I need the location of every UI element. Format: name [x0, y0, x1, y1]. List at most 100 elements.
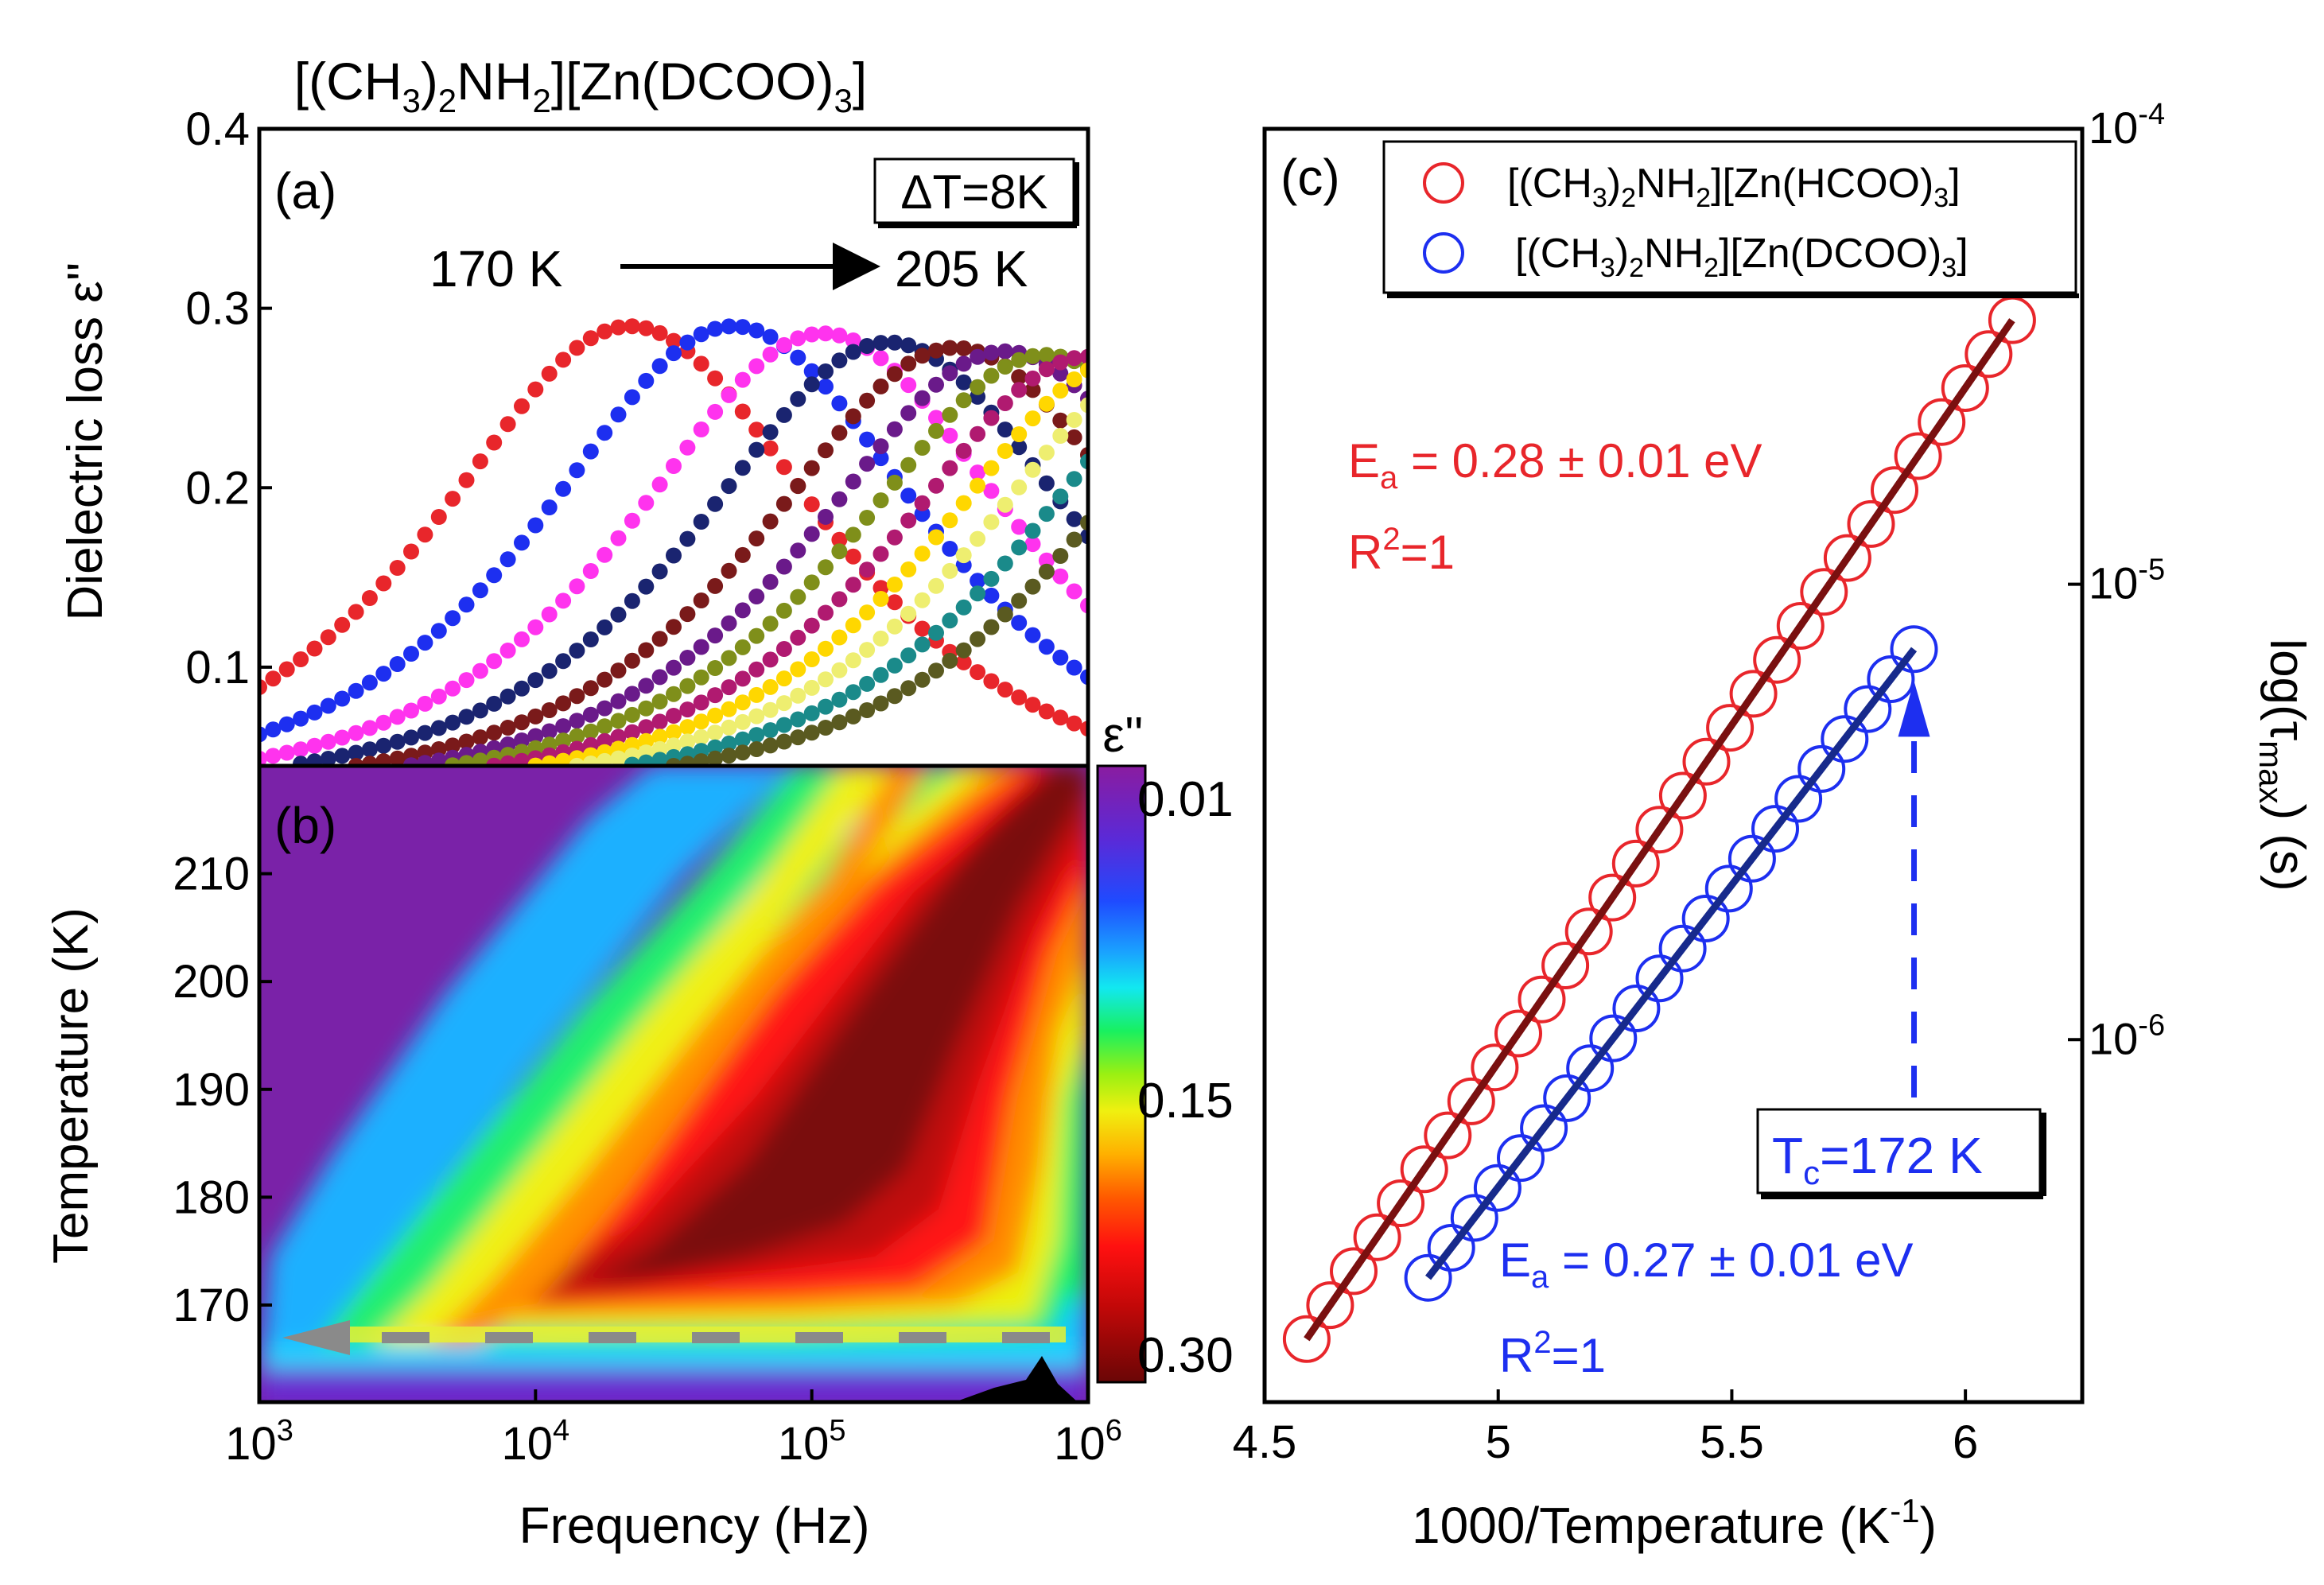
loss-point: [610, 713, 627, 729]
loss-point: [361, 720, 378, 736]
panel-c-x-tick-label: 5.5: [1700, 1416, 1764, 1468]
loss-point: [831, 591, 848, 608]
loss-point: [955, 642, 972, 658]
loss-point: [1066, 412, 1082, 428]
loss-point: [818, 671, 834, 688]
loss-point: [693, 639, 709, 655]
transition-arrow-head: [282, 1320, 350, 1355]
loss-point: [859, 642, 876, 658]
loss-point: [610, 606, 627, 623]
loss-point: [762, 573, 779, 590]
tau-point: [1867, 655, 1915, 703]
loss-point: [1052, 365, 1069, 382]
loss-point: [278, 744, 295, 761]
loss-point: [721, 478, 737, 495]
loss-point: [417, 695, 433, 712]
loss-point: [818, 604, 834, 621]
loss-point: [458, 672, 475, 689]
loss-point: [610, 530, 627, 546]
loss-point: [610, 750, 627, 766]
loss-point: [983, 367, 1000, 384]
loss-point: [872, 438, 889, 455]
loss-point: [334, 729, 351, 746]
loss-point: [983, 483, 1000, 499]
loss-point: [872, 350, 889, 367]
loss-point: [458, 709, 475, 725]
loss-point: [582, 443, 599, 460]
loss-point: [872, 666, 889, 683]
loss-point: [734, 713, 751, 730]
panel-b-x-ticks: 103 104 105 106: [225, 1389, 1122, 1470]
loss-point: [831, 691, 848, 708]
loss-point: [499, 720, 516, 736]
loss-point: [970, 585, 986, 602]
tau-point: [1823, 534, 1871, 582]
loss-point: [638, 495, 655, 511]
loss-point: [555, 653, 572, 670]
panel-c-data: [1282, 296, 2036, 1363]
loss-point: [831, 662, 848, 678]
loss-point: [955, 392, 972, 409]
loss-point: [693, 422, 709, 437]
loss-point: [679, 650, 696, 666]
loss-point: [748, 530, 765, 547]
loss-point: [818, 698, 834, 715]
loss-point: [499, 416, 516, 433]
loss-point: [569, 688, 585, 705]
loss-point: [375, 737, 392, 754]
loss-point: [624, 512, 640, 529]
loss-point: [845, 408, 861, 425]
loss-point: [1052, 354, 1069, 371]
loss-point: [472, 702, 488, 719]
panel-b-y-tick-label: 200: [173, 956, 250, 1008]
loss-point: [472, 582, 488, 599]
loss-point: [693, 355, 709, 372]
loss-point: [569, 462, 585, 479]
tau-point: [1965, 330, 2013, 379]
loss-point: [555, 480, 572, 497]
loss-point: [348, 682, 364, 699]
loss-point: [734, 639, 751, 655]
loss-point: [597, 619, 613, 635]
loss-point: [707, 707, 724, 724]
panel-a-y-tick-label: 0.2: [185, 462, 250, 514]
loss-point: [775, 406, 792, 423]
loss-point: [582, 723, 599, 740]
loss-point: [845, 617, 861, 634]
loss-point: [320, 751, 336, 766]
tc-box: Tc=172 K: [1756, 1108, 2046, 1199]
loss-point: [417, 755, 433, 766]
loss-point: [997, 555, 1013, 572]
tau-point: [1541, 942, 1590, 989]
loss-point: [306, 737, 323, 754]
loss-point: [610, 319, 627, 336]
loss-point: [389, 733, 406, 750]
loss-point: [1024, 578, 1041, 595]
loss-point: [430, 752, 447, 766]
loss-point: [1052, 383, 1069, 399]
loss-point: [597, 732, 613, 749]
loss-point: [928, 577, 944, 594]
loss-point: [707, 320, 724, 337]
loss-point: [624, 706, 640, 723]
loss-point: [555, 718, 572, 735]
loss-point: [928, 662, 944, 679]
panel-a-y-tick-label: 0.3: [185, 283, 250, 335]
loss-point: [541, 365, 558, 382]
loss-point: [721, 650, 737, 666]
loss-point: [914, 390, 931, 406]
loss-point: [831, 395, 848, 412]
loss-point: [900, 405, 917, 422]
tau-point: [1844, 685, 1892, 733]
panel-c-x-axis-label: 1000/Temperature (K-1): [1412, 1492, 1937, 1554]
loss-point: [624, 756, 640, 766]
loss-point: [831, 531, 848, 548]
r2-hcoo-label: R2=1: [1348, 522, 1455, 579]
loss-point: [983, 410, 1000, 426]
loss-point: [721, 387, 737, 403]
tau-point: [1729, 670, 1778, 718]
panel-c-x-ticks: 4.5 5 5.5 6: [1233, 1389, 1978, 1468]
loss-point: [458, 733, 475, 750]
loss-point: [666, 686, 682, 702]
loss-point: [293, 756, 309, 766]
